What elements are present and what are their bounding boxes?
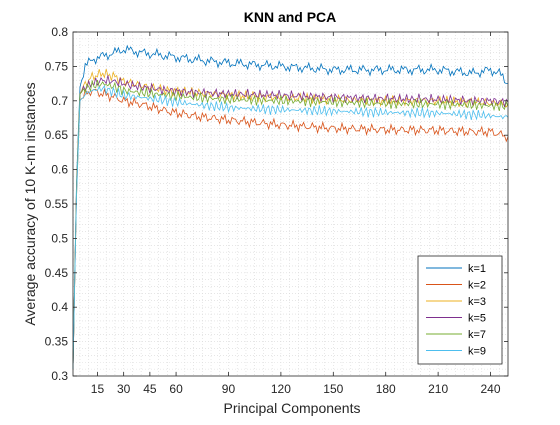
- y-tick-label: 0.7: [51, 94, 68, 108]
- legend: k=1 k=2 k=3 k=5 k=7 k=9: [417, 255, 503, 365]
- x-tick-label: 120: [271, 382, 291, 396]
- x-tick-label: 30: [117, 382, 131, 396]
- series-line-k5: [72, 75, 509, 370]
- series-line-k9: [72, 85, 509, 370]
- series-layer: [72, 44, 509, 370]
- ticks: 15 30 45 60 90 120 150 180 210 240 0.3 0.35 0.4 0.45 0…: [45, 25, 508, 396]
- x-axis-label: Principal Components: [224, 400, 361, 416]
- y-tick-label: 0.4: [51, 300, 68, 314]
- series-line-k3: [72, 69, 509, 370]
- y-tick-label: 0.45: [45, 266, 69, 280]
- x-tick-label: 210: [428, 382, 448, 396]
- series-line-k1: [72, 44, 509, 370]
- y-tick-label: 0.5: [51, 231, 68, 245]
- y-axis-label: Average accuracy of 10 K-nn instances: [22, 82, 38, 325]
- y-tick-label: 0.75: [45, 59, 69, 73]
- legend-box: [417, 255, 503, 365]
- x-tick-label: 90: [222, 382, 236, 396]
- y-tick-label: 0.55: [45, 197, 69, 211]
- y-tick-label: 0.35: [45, 335, 69, 349]
- grid: [73, 32, 508, 376]
- chart-title: KNN and PCA: [244, 9, 337, 25]
- series-line-k2: [72, 87, 509, 370]
- legend-label: k=7: [468, 329, 486, 341]
- y-tick-label: 0.8: [51, 25, 68, 39]
- x-tick-label: 180: [376, 382, 396, 396]
- legend-label: k=9: [468, 346, 486, 358]
- x-tick-label: 15: [91, 382, 105, 396]
- legend-label: k=5: [468, 313, 486, 325]
- x-tick-label: 45: [143, 382, 157, 396]
- y-tick-label: 0.3: [51, 369, 68, 383]
- x-tick-label: 240: [481, 382, 501, 396]
- legend-label: k=1: [468, 263, 486, 275]
- x-tick-label: 150: [323, 382, 343, 396]
- legend-label: k=3: [468, 296, 486, 308]
- y-tick-label: 0.6: [51, 163, 68, 177]
- legend-label: k=2: [468, 280, 486, 292]
- series-line-k7: [72, 80, 509, 370]
- x-tick-label: 60: [169, 382, 183, 396]
- y-tick-label: 0.65: [45, 128, 69, 142]
